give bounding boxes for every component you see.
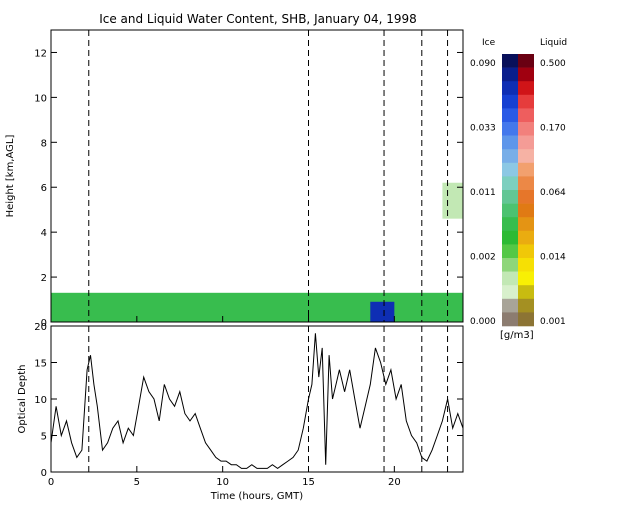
height-tick-label: 4: [41, 228, 47, 239]
time-tick-label: 15: [302, 477, 315, 488]
liquid-swatch: [518, 94, 534, 109]
ice-swatch: [502, 298, 518, 313]
colorbar-ice-tick: 0.033: [470, 124, 496, 134]
height-time-panel: 0 2 4 6 8 10 12 Height [km,AGL]: [5, 29, 464, 329]
liquid-swatch: [518, 312, 534, 327]
cloud-region-1: [370, 301, 395, 322]
ice-swatch: [502, 176, 518, 191]
liquid-swatch: [518, 230, 534, 245]
ice-swatch: [502, 135, 518, 150]
colorbar-ice-tick: 0.011: [470, 188, 496, 198]
colorbar: Ice Liquid 0.090 0.033 0.011 0.002 0.000 0.5…: [470, 38, 567, 341]
chart-title: Ice and Liquid Water Content, SHB, Janua…: [99, 12, 417, 26]
colorbar-ice-ticks: 0.090 0.033 0.011 0.002 0.000: [470, 59, 496, 327]
liquid-swatch: [518, 244, 534, 259]
bottom-dashed-lines: [88, 326, 449, 472]
ice-swatch: [502, 217, 518, 232]
liquid-swatch: [518, 203, 534, 218]
colorbar-liquid-tick: 0.014: [540, 253, 566, 263]
time-tick-label: 5: [134, 477, 140, 488]
liquid-swatch: [518, 122, 534, 136]
liquid-swatch: [518, 149, 534, 164]
liquid-swatch: [518, 67, 534, 82]
liquid-swatch: [518, 135, 534, 150]
colorbar-ice-label: Ice: [482, 38, 496, 48]
ice-swatch: [502, 285, 518, 300]
optical-depth-axis-ticks: 0 5 10 15 20: [34, 322, 463, 479]
colorbar-liquid-label: Liquid: [540, 38, 567, 48]
ice-swatch: [502, 190, 518, 204]
height-tick-label: 0: [41, 318, 47, 329]
optical-depth-axis-label: Optical Depth: [17, 365, 28, 434]
ice-swatch: [502, 162, 518, 177]
ice-swatch: [502, 230, 518, 245]
liquid-swatch: [518, 271, 534, 286]
time-axis-ticks: 0 5 10 15 20: [48, 316, 401, 488]
liquid-swatch: [518, 108, 534, 123]
colorbar-liquid-tick: 0.064: [540, 188, 566, 198]
od-tick-label: 5: [41, 432, 47, 443]
ice-swatch: [502, 81, 518, 96]
ice-swatch: [502, 258, 518, 272]
liquid-swatch: [518, 162, 534, 177]
height-tick-label: 6: [41, 183, 47, 194]
liquid-swatch: [518, 217, 534, 232]
height-tick-label: 2: [41, 273, 47, 284]
ice-swatch: [502, 203, 518, 218]
height-axis-label: Height [km,AGL]: [5, 135, 16, 218]
od-tick-label: 20: [34, 322, 47, 333]
ice-swatch: [502, 271, 518, 286]
cloud-regions: [51, 182, 463, 322]
ice-swatch: [502, 94, 518, 109]
colorbar-ice-tick: 0.002: [470, 253, 496, 263]
liquid-swatch: [518, 298, 534, 313]
colorbar-ice-tick: 0.090: [470, 59, 496, 69]
ice-swatch: [502, 149, 518, 164]
top-plot-frame: [50, 29, 464, 323]
cloud-region-2: [442, 182, 463, 219]
liquid-swatch: [518, 81, 534, 96]
colorbar-liquid-tick: 0.500: [540, 59, 566, 69]
height-tick-label: 12: [34, 48, 47, 59]
time-tick-label: 20: [388, 477, 401, 488]
liquid-swatch: [518, 258, 534, 272]
optical-depth-panel: 0 5 10 15 20 0 5 10 15 20 Optical Depth Time (ho…: [17, 316, 464, 502]
od-tick-label: 10: [34, 395, 47, 406]
time-axis-label: Time (hours, GMT): [210, 491, 304, 502]
liquid-swatch: [518, 285, 534, 300]
colorbar-liquid-tick: 0.170: [540, 124, 566, 134]
colorbar-unit-label: [g/m3]: [500, 330, 534, 341]
od-tick-label: 15: [34, 359, 47, 370]
cloud-region-0: [51, 292, 463, 322]
colorbar-liquid-ticks: 0.500 0.170 0.064 0.014 0.001: [540, 59, 566, 327]
time-tick-label: 0: [48, 477, 54, 488]
ice-swatch: [502, 122, 518, 136]
time-tick-label: 10: [216, 477, 229, 488]
liquid-swatch: [518, 190, 534, 204]
colorbar-liquid-swatches: [518, 54, 534, 327]
ice-swatch: [502, 108, 518, 123]
ice-swatch: [502, 312, 518, 327]
height-tick-label: 10: [34, 93, 47, 104]
ice-swatch: [502, 54, 518, 68]
ice-swatch: [502, 244, 518, 259]
bottom-plot-frame: [50, 325, 464, 473]
liquid-swatch: [518, 176, 534, 191]
liquid-swatch: [518, 54, 534, 68]
colorbar-ice-swatches: [502, 54, 518, 327]
height-axis-ticks: 0 2 4 6 8 10 12: [34, 48, 463, 329]
top-dashed-lines: [88, 30, 449, 322]
colorbar-liquid-tick: 0.001: [540, 317, 566, 327]
height-tick-label: 8: [41, 138, 47, 149]
od-tick-label: 0: [41, 468, 47, 479]
ice-swatch: [502, 67, 518, 82]
colorbar-ice-tick: 0.000: [470, 317, 496, 327]
optical-depth-line: [50, 333, 464, 470]
